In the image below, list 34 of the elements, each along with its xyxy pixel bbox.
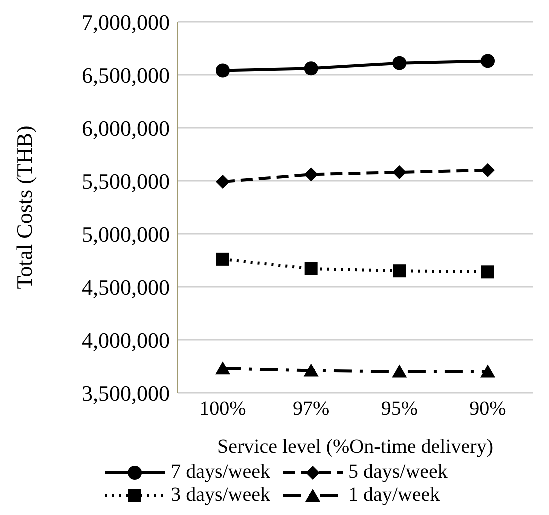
legend-label: 7 days/week bbox=[171, 461, 270, 484]
y-tick-label: 6,000,000 bbox=[82, 116, 170, 141]
y-tick-label: 5,500,000 bbox=[82, 168, 170, 194]
y-tick-label: 7,000,000 bbox=[82, 10, 170, 35]
point bbox=[480, 364, 496, 378]
point bbox=[304, 168, 318, 182]
point bbox=[481, 54, 495, 68]
x-tick-label: 100% bbox=[200, 398, 246, 420]
y-tick-label: 4,000,000 bbox=[82, 328, 170, 353]
point bbox=[481, 163, 495, 178]
point bbox=[304, 262, 318, 276]
point bbox=[216, 175, 230, 190]
point bbox=[393, 264, 406, 278]
y-tick-label: 4,500,000 bbox=[82, 274, 170, 300]
point bbox=[216, 64, 230, 78]
point bbox=[392, 166, 407, 180]
y-tick-label: 5,000,000 bbox=[82, 222, 170, 247]
point bbox=[304, 62, 318, 76]
y-tick-label: 3,500,000 bbox=[82, 380, 170, 406]
point bbox=[482, 266, 494, 279]
y-axis-title: Total Costs (THB) bbox=[12, 126, 37, 290]
point bbox=[216, 362, 230, 375]
y-tick-label: 6,500,000 bbox=[82, 62, 170, 88]
point bbox=[216, 252, 230, 266]
legend-label: 5 days/week bbox=[348, 461, 448, 484]
legend-label: 3 days/week bbox=[171, 484, 270, 507]
x-axis-title: Service level (%On-time delivery) bbox=[218, 436, 494, 458]
point bbox=[392, 56, 407, 70]
x-tick-label: 95% bbox=[381, 398, 418, 420]
legend-label: 1 day/week bbox=[348, 484, 440, 507]
x-tick-label: 97% bbox=[292, 398, 330, 420]
point bbox=[304, 364, 319, 377]
point bbox=[392, 364, 408, 378]
x-tick-label: 90% bbox=[470, 398, 506, 420]
